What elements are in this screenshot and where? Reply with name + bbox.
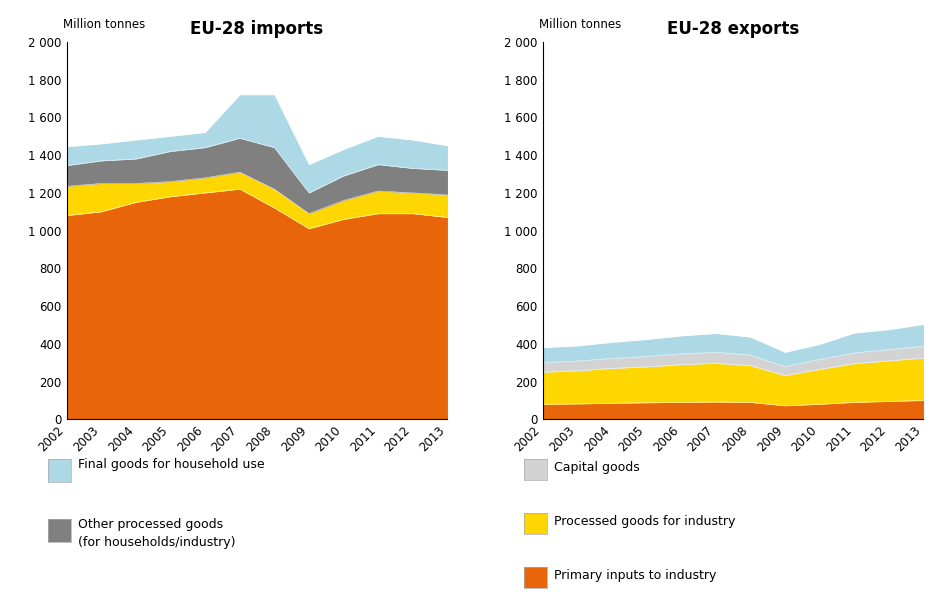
Text: Primary inputs to industry: Primary inputs to industry bbox=[554, 568, 717, 582]
Text: Final goods for household use: Final goods for household use bbox=[78, 458, 265, 471]
Text: Capital goods: Capital goods bbox=[554, 461, 640, 474]
Title: EU-28 exports: EU-28 exports bbox=[667, 20, 799, 38]
Text: Million tonnes: Million tonnes bbox=[63, 17, 145, 31]
Text: Other processed goods: Other processed goods bbox=[78, 518, 223, 531]
Title: EU-28 imports: EU-28 imports bbox=[190, 20, 324, 38]
Text: (for households/industry): (for households/industry) bbox=[78, 536, 235, 549]
Text: Processed goods for industry: Processed goods for industry bbox=[554, 515, 736, 528]
Text: Million tonnes: Million tonnes bbox=[539, 17, 621, 31]
